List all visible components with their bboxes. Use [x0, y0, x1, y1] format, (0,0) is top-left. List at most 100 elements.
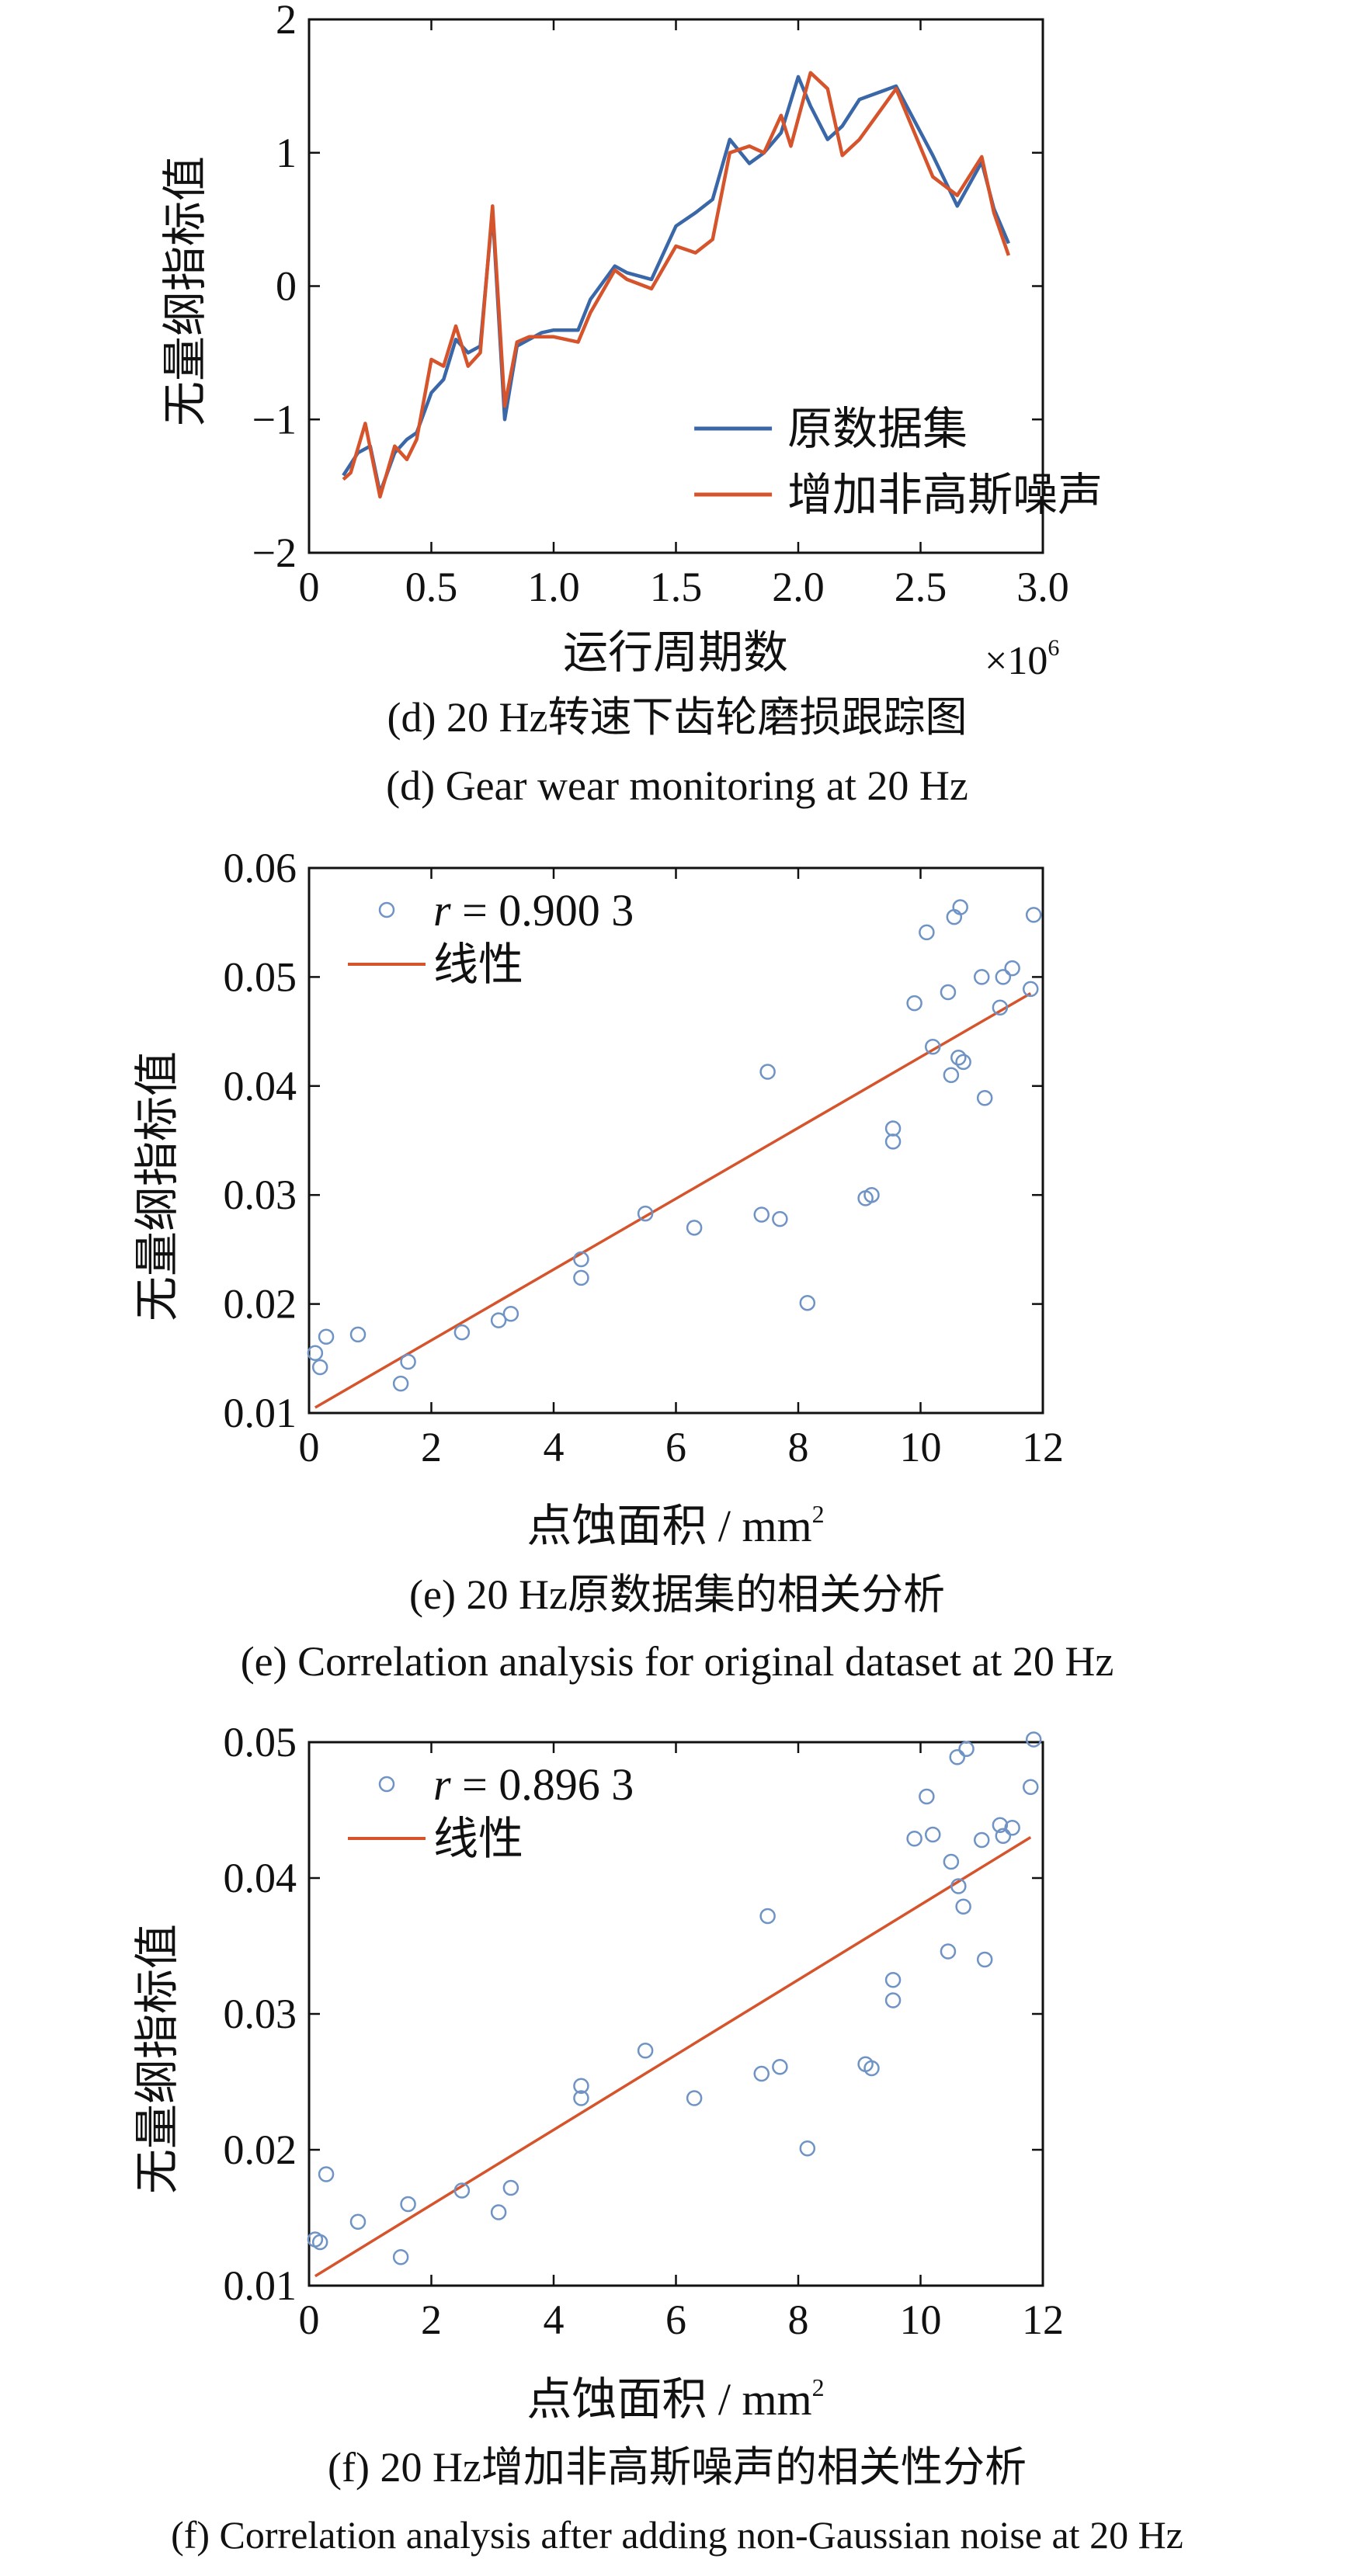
scatter-point: [1025, 1731, 1042, 1748]
x-tick-label: 10: [900, 1424, 942, 1470]
x-tick-label: 6: [665, 2297, 686, 2343]
scatter-point: [772, 1210, 788, 1227]
x-tick-label: 0: [299, 2297, 320, 2343]
x-tick-label: 2.5: [895, 564, 947, 610]
y-tick-label: 2: [276, 0, 297, 43]
legend-fit-label: 线性: [433, 1814, 523, 1864]
y-tick-label: 0.05: [224, 1719, 297, 1765]
legend-label: 增加非高斯噪声: [787, 470, 1103, 520]
scatter-point: [950, 1878, 967, 1894]
panel-f-caption-cn: (f) 20 Hz增加非高斯噪声的相关性分析: [328, 2444, 1027, 2491]
scatter-point: [573, 1251, 589, 1268]
scatter-point: [1025, 907, 1042, 923]
y-tick-label: −1: [252, 396, 297, 443]
scatter-point: [502, 1305, 519, 1322]
scatter-point: [799, 2140, 816, 2157]
scatter-point: [453, 1324, 471, 1341]
x-tick-label: 4: [544, 2297, 565, 2343]
panel-f-correlation-chart: 无量纲指标值 0 2 4 6 8 10 12 0.01 0.02 0.03 0.04 0.05 r = …: [132, 1719, 1183, 2557]
scatter-point: [976, 1951, 993, 1968]
scatter-point: [349, 2213, 367, 2230]
legend-label: 原数据集: [787, 404, 968, 454]
y-tick-label: 0.01: [224, 1390, 297, 1436]
scatter-point: [884, 1134, 902, 1150]
scatter-point: [490, 1312, 507, 1328]
plot-frame: [307, 1741, 1044, 2287]
scatter-point: [925, 1826, 941, 1843]
panel-d-caption-en: (d) Gear wear monitoring at 20 Hz: [386, 762, 968, 809]
r-symbol: r: [433, 1759, 451, 1810]
scatter-point: [995, 969, 1012, 985]
scatter-point: [992, 999, 1009, 1015]
scatter-point: [906, 1831, 922, 1847]
r-value: = 0.900 3: [451, 885, 634, 936]
scatter-point: [349, 1326, 367, 1343]
y-tick-label: 0.01: [224, 2262, 297, 2309]
scatter-point: [925, 1039, 941, 1055]
y-tick-label: 1: [276, 130, 297, 176]
x-tick-label: 1.5: [650, 564, 703, 610]
scatter-point: [799, 1294, 816, 1311]
scatter-point: [400, 2196, 416, 2213]
scatter-point: [307, 1345, 324, 1362]
y-tick-label: 0.03: [224, 1172, 297, 1218]
legend-marker: [378, 901, 395, 918]
scatter-point: [637, 2043, 654, 2059]
panel-d-gear-wear-chart: 无量纲指标值 0 0.5 1.0 1.5 2.0 2.5 3.0 −2 −1 0 1 2 原数据集增加非…: [160, 0, 1103, 809]
scatter-point: [686, 1220, 703, 1236]
y-tick-label: 0.02: [224, 1281, 297, 1328]
scatter-point: [311, 2234, 328, 2251]
scatter-point: [943, 1067, 960, 1084]
scatter-point: [753, 2065, 770, 2082]
fit-line: [314, 991, 1032, 1409]
x-tick-label: 8: [788, 2297, 809, 2343]
x-tick-label: 1.0: [527, 564, 580, 610]
scatter-point: [400, 1353, 416, 1370]
x-tick-label: 2: [421, 2297, 442, 2343]
scatter-point: [392, 2249, 409, 2265]
scatter-point: [976, 1089, 993, 1106]
scatter-point: [884, 1992, 902, 2008]
scatter-point: [955, 1054, 971, 1071]
scatter-point: [950, 1050, 967, 1066]
y-tick-label: 0.02: [224, 2126, 297, 2173]
x-tick-label: 0.5: [405, 564, 458, 610]
scatter-point: [772, 2059, 788, 2075]
panel-e-ylabel: 无量纲指标值: [132, 1051, 182, 1321]
scatter-point: [952, 899, 968, 915]
scatter-point: [453, 2182, 471, 2199]
panel-e-caption-cn: (e) 20 Hz原数据集的相关分析: [409, 1571, 945, 1618]
scatter-point: [573, 2078, 589, 2094]
legend-fit-label: 线性: [433, 939, 523, 990]
r-symbol: r: [433, 885, 451, 936]
panel-f-plot-area: 0 2 4 6 8 10 12 0.01 0.02 0.03 0.04 0.05 r = 0.896 3…: [224, 1719, 1065, 2343]
scatter-point: [863, 2060, 880, 2077]
scatter-point: [906, 995, 922, 1012]
scatter-point: [940, 1943, 957, 1960]
y-tick-label: 0: [276, 263, 297, 310]
scatter-point: [884, 1120, 902, 1137]
y-tick-label: 0.04: [224, 1855, 297, 1901]
panel-d-ylabel: 无量纲指标值: [160, 156, 210, 426]
panel-f-xlabel: 点蚀面积 / mm2: [526, 2373, 824, 2425]
y-tick-label: −2: [252, 529, 297, 576]
legend-r-label: r = 0.896 3: [433, 1759, 634, 1810]
x-tick-label: 2: [421, 1424, 442, 1470]
panel-e-correlation-chart: 无量纲指标值 0 2 4 6 8 10 12 0.01 0.02 0.03 0.04 0.05 0.06…: [132, 845, 1114, 1685]
scatter-point: [759, 1064, 776, 1080]
x-tick-label: 3.0: [1016, 564, 1069, 610]
scatter-point: [919, 1788, 935, 1805]
x-tick-label: 8: [788, 1424, 809, 1470]
panel-e-plot-area: 0 2 4 6 8 10 12 0.01 0.02 0.03 0.04 0.05 0.06 r = 0.9…: [224, 845, 1065, 1470]
panel-f-ylabel: 无量纲指标值: [132, 1924, 182, 2194]
x-tick-label: 0: [299, 1424, 320, 1470]
scatter-point: [919, 924, 935, 941]
scatter-point: [974, 1831, 990, 1849]
x-tick-label: 12: [1022, 1424, 1064, 1470]
scatter-point: [949, 1749, 965, 1765]
scatter-point: [958, 1741, 975, 1757]
panel-e-xlabel: 点蚀面积 / mm2: [526, 1500, 824, 1551]
panel-d-caption-cn: (d) 20 Hz转速下齿轮磨损跟踪图: [387, 694, 968, 741]
